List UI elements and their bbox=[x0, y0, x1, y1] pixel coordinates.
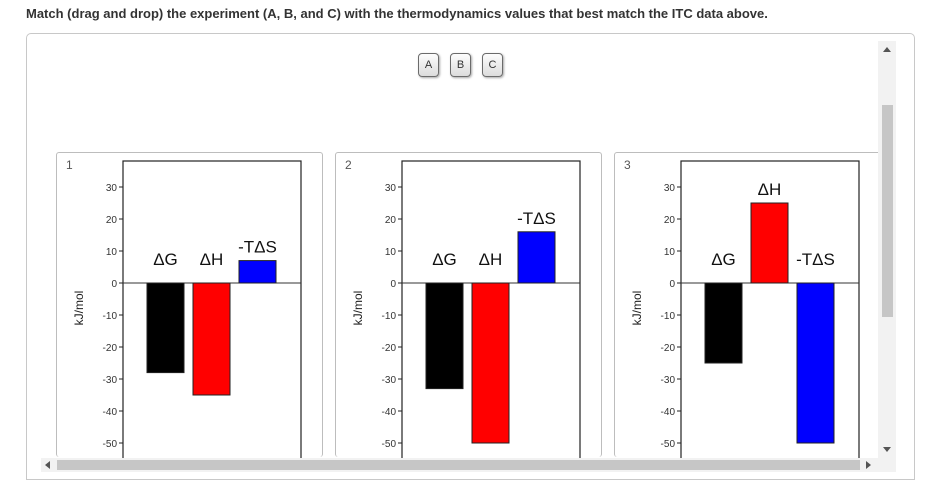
y-tick-label: -30 bbox=[103, 375, 118, 386]
y-tick-label: -10 bbox=[103, 311, 118, 322]
bar-tds bbox=[796, 282, 835, 444]
y-tick-label: 10 bbox=[106, 247, 118, 258]
y-tick-label: -30 bbox=[382, 375, 397, 386]
category-label: ΔH bbox=[479, 250, 503, 269]
y-tick-label: 30 bbox=[106, 183, 118, 194]
drop-zone-3[interactable]: 3 30 20 10 0 -10 -20 -30 -40 -50 kJ/mol ΔG ΔH -TΔS bbox=[614, 152, 881, 458]
scroll-left-icon[interactable] bbox=[45, 461, 50, 469]
category-label: -TΔS bbox=[517, 209, 556, 228]
drop-zone-1[interactable]: 1 30 20 10 0 -10 -20 -30 -40 -50 kJ/mol ΔG ΔH -TΔS bbox=[56, 152, 323, 458]
drop-zone-number: 3 bbox=[624, 158, 631, 172]
y-axis-label: kJ/mol bbox=[351, 291, 365, 326]
y-tick-label: 30 bbox=[664, 183, 676, 194]
category-label: ΔG bbox=[432, 250, 457, 269]
category-label: -TΔS bbox=[796, 250, 835, 269]
y-tick-label: -20 bbox=[661, 343, 676, 354]
drop-zone-2[interactable]: 2 30 20 10 0 -10 -20 -30 -40 -50 kJ/mol ΔG ΔH -TΔS bbox=[335, 152, 602, 458]
y-tick-label: 20 bbox=[106, 215, 118, 226]
y-tick-label: -30 bbox=[661, 375, 676, 386]
y-tick-label: -20 bbox=[382, 343, 397, 354]
y-tick-label: 30 bbox=[385, 183, 397, 194]
y-axis-label: kJ/mol bbox=[72, 291, 86, 326]
category-label: ΔG bbox=[711, 250, 736, 269]
category-label: ΔH bbox=[758, 180, 782, 199]
drop-zone-number: 2 bbox=[345, 158, 352, 172]
bar-dh bbox=[471, 282, 510, 444]
bar-dh bbox=[192, 282, 231, 396]
y-tick-label: -40 bbox=[382, 407, 397, 418]
vertical-scroll-thumb[interactable] bbox=[882, 105, 893, 317]
drop-zone-number: 1 bbox=[66, 158, 73, 172]
scroll-right-icon[interactable] bbox=[866, 461, 871, 469]
token-b[interactable]: B bbox=[450, 53, 471, 77]
y-tick-label: 0 bbox=[669, 279, 675, 290]
y-axis-label: kJ/mol bbox=[630, 291, 644, 326]
category-label: -TΔS bbox=[238, 238, 277, 257]
token-a[interactable]: A bbox=[418, 53, 439, 77]
itc-bar-chart-1: 30 20 10 0 -10 -20 -30 -40 -50 kJ/mol ΔG ΔH -TΔS bbox=[72, 160, 302, 458]
y-tick-label: 0 bbox=[111, 279, 117, 290]
y-tick-label: 20 bbox=[385, 215, 397, 226]
bar-tds bbox=[517, 231, 556, 284]
itc-bar-chart-3: 30 20 10 0 -10 -20 -30 -40 -50 kJ/mol ΔG ΔH -TΔS bbox=[630, 160, 860, 458]
vertical-scrollbar[interactable] bbox=[878, 41, 896, 458]
y-tick-label: 20 bbox=[664, 215, 676, 226]
y-tick-label: 10 bbox=[385, 247, 397, 258]
y-tick-label: -10 bbox=[661, 311, 676, 322]
token-c[interactable]: C bbox=[482, 53, 503, 77]
category-label: ΔG bbox=[153, 250, 178, 269]
category-label: ΔH bbox=[200, 250, 224, 269]
y-tick-label: -50 bbox=[661, 439, 676, 450]
horizontal-scroll-thumb[interactable] bbox=[57, 460, 860, 470]
bar-dg bbox=[704, 282, 743, 364]
y-tick-label: -40 bbox=[103, 407, 118, 418]
y-tick-label: -40 bbox=[661, 407, 676, 418]
bar-dg bbox=[146, 282, 185, 374]
y-tick-label: -20 bbox=[103, 343, 118, 354]
y-tick-label: -50 bbox=[382, 439, 397, 450]
y-tick-label: -10 bbox=[382, 311, 397, 322]
bar-dh bbox=[750, 202, 789, 284]
y-tick-label: 0 bbox=[390, 279, 396, 290]
y-tick-label: 10 bbox=[664, 247, 676, 258]
question-text: Match (drag and drop) the experiment (A,… bbox=[26, 6, 768, 21]
bar-tds bbox=[238, 260, 277, 284]
scroll-down-icon[interactable] bbox=[883, 447, 891, 452]
itc-bar-chart-2: 30 20 10 0 -10 -20 -30 -40 -50 kJ/mol ΔG ΔH -TΔS bbox=[351, 160, 581, 458]
bar-dg bbox=[425, 282, 464, 390]
y-tick-label: -50 bbox=[103, 439, 118, 450]
scroll-up-icon[interactable] bbox=[883, 47, 891, 52]
horizontal-scrollbar[interactable] bbox=[41, 458, 896, 472]
